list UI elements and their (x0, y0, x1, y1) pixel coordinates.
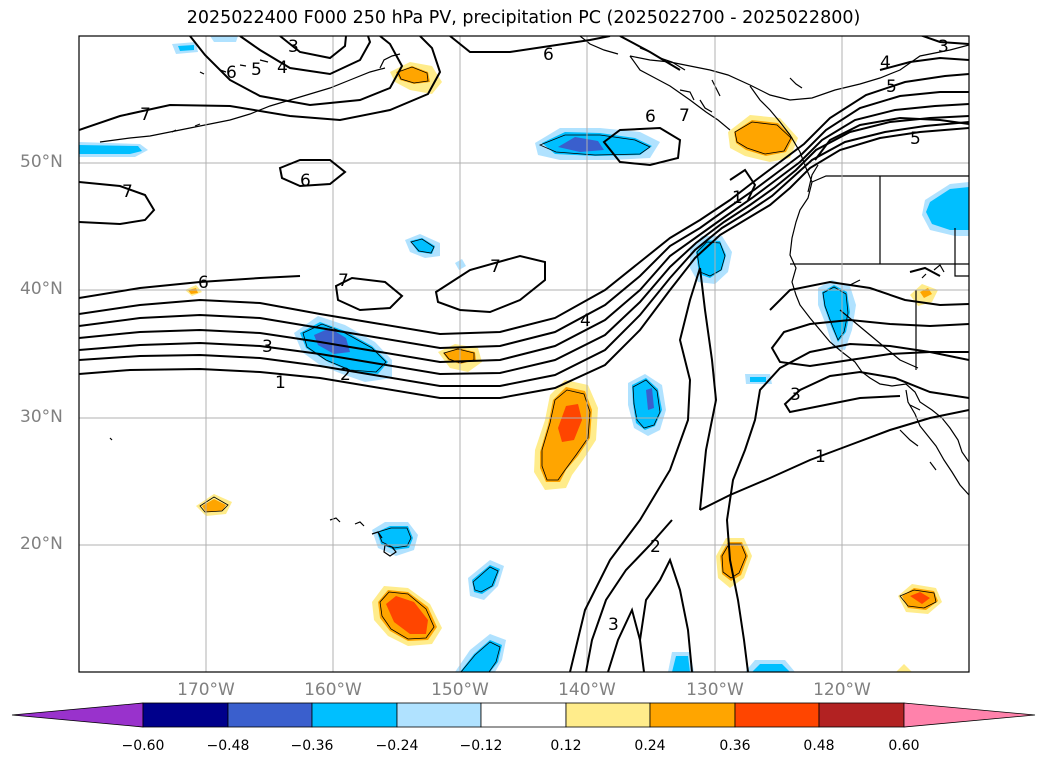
lon-label: 140°W (558, 680, 616, 700)
colorbar-extend-left (11, 702, 144, 728)
contour-label: 7 (490, 257, 501, 277)
colorbar-tick-label: −0.12 (459, 738, 503, 754)
precip-neg-region (558, 137, 604, 152)
lon-label: 150°W (431, 680, 489, 700)
contour-label: 1 (732, 188, 743, 208)
colorbar-tick-label: 0.48 (803, 738, 835, 754)
precip-pos-region (910, 592, 930, 604)
contour-label: 7 (338, 271, 349, 291)
colorbar-tick-label: 0.12 (550, 738, 582, 754)
gridlines (79, 36, 969, 672)
lon-label: 160°W (304, 680, 362, 700)
colorbar-bin (227, 702, 313, 728)
colorbar-tick-label: −0.24 (375, 738, 419, 754)
colorbar-bin (396, 702, 482, 728)
contour-label: 7 (122, 182, 133, 202)
precip-neg-region (646, 388, 654, 410)
contour-labels: 3 6 5 4 3 7 6 6 7 4 5 5 7 6 1 7 6 7 4 3 … (122, 37, 949, 635)
precip-neg-region (822, 285, 850, 342)
precip-neg-region (79, 145, 142, 154)
lat-label: 30°N (20, 407, 63, 427)
colorbar-extend-right (903, 702, 1036, 728)
pv-contours (79, 36, 969, 672)
lat-label: 20°N (20, 534, 63, 554)
precip-pos-region (896, 664, 912, 672)
lon-label: 170°W (177, 680, 235, 700)
precip-pos-region (720, 542, 748, 581)
precip-neg-region (210, 36, 238, 42)
precip-neg-region (752, 664, 790, 672)
colorbar-tick-label: −0.60 (121, 738, 165, 754)
map-border (78, 35, 970, 673)
contour-label: 5 (886, 77, 897, 97)
contour-label: 6 (543, 45, 554, 65)
colorbar-bin (565, 702, 651, 728)
contour-label: 4 (580, 311, 591, 331)
contour-label: 6 (645, 107, 656, 127)
colorbar-tick-label: −0.48 (206, 738, 250, 754)
precip-pos-region (734, 120, 793, 156)
precip-neg-region (178, 45, 194, 51)
precip-neg-region (672, 656, 690, 672)
lon-label: 130°W (686, 680, 744, 700)
lat-label: 50°N (20, 152, 63, 172)
contour-label: 3 (288, 37, 299, 57)
precip-outlines (199, 66, 937, 672)
colorbar-tick-label: −0.36 (290, 738, 334, 754)
contour-label: 6 (198, 273, 209, 293)
contour-label: 5 (251, 60, 262, 80)
colorbar-bin (649, 702, 736, 728)
colorbar-bin (311, 702, 398, 728)
colorbar-tick-label: 0.24 (634, 738, 666, 754)
precip-neg-region (750, 377, 766, 382)
contour-label: 5 (910, 129, 921, 149)
colorbar-tick-label: 0.60 (888, 738, 920, 754)
colorbar-bin (480, 702, 567, 728)
contour-label: 7 (679, 106, 690, 126)
precip-neg-region (410, 238, 435, 254)
lon-label: 120°W (813, 680, 871, 700)
contour-label: 3 (608, 615, 619, 635)
contour-label: 2 (340, 365, 351, 385)
coastlines (99, 36, 969, 557)
colorbar (11, 702, 1036, 728)
colorbar-tick-label: 0.36 (719, 738, 751, 754)
precip-pos-region (558, 404, 582, 442)
contour-label: 3 (938, 37, 949, 57)
precip-pos-region (386, 596, 428, 634)
precip-neg-region (926, 187, 969, 230)
contour-label: 1 (275, 373, 286, 393)
contour-label: 3 (790, 385, 801, 405)
colorbar-bin (734, 702, 820, 728)
contour-label: 4 (277, 58, 288, 78)
contour-label: 6 (300, 171, 311, 191)
contour-label: 7 (140, 105, 151, 125)
map-title: 2025022400 F000 250 hPa PV, precipitatio… (186, 8, 861, 28)
precip-neg-region (632, 378, 662, 430)
contour-label: 2 (650, 537, 661, 557)
precip-neg-region (460, 640, 502, 672)
colorbar-bin (142, 702, 229, 728)
contour-label: 3 (262, 337, 273, 357)
lat-label: 40°N (20, 279, 63, 299)
contour-label: 4 (880, 53, 891, 73)
precip-neg-region (314, 328, 350, 354)
precip-neg-region (472, 565, 500, 594)
colorbar-bin (818, 702, 905, 728)
contour-label: 6 (226, 63, 237, 83)
precip-pos-region (202, 499, 226, 512)
contour-label: 1 (815, 447, 826, 467)
